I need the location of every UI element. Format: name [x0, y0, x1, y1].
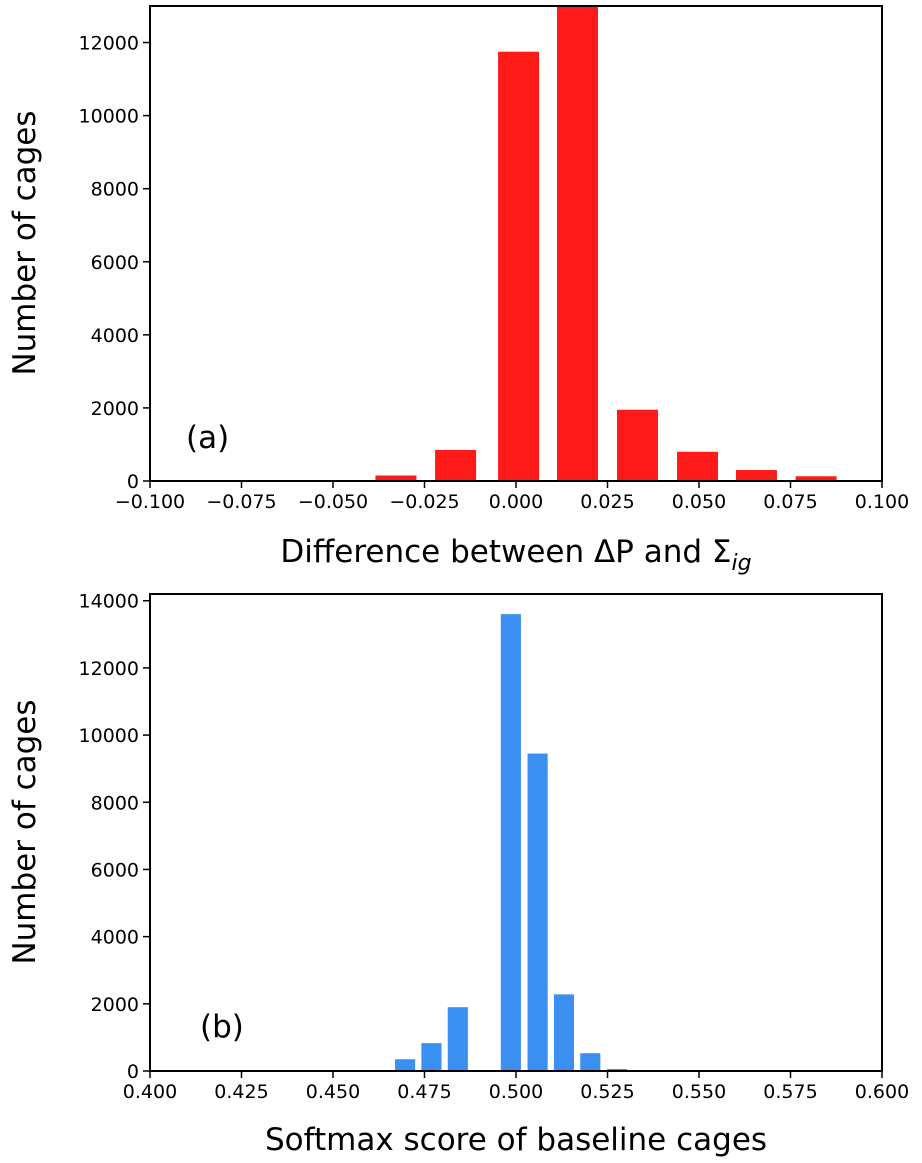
y-axis-label: Number of cages — [7, 699, 43, 964]
x-axis-label-text: Difference between ΔP and Σ — [280, 534, 731, 570]
x-tick-label: 0.075 — [763, 491, 817, 513]
x-tick-label: −0.100 — [115, 491, 185, 513]
x-tick-label: 0.475 — [397, 1081, 451, 1103]
y-tick-label: 12000 — [79, 658, 139, 680]
y-tick-label: 6000 — [91, 859, 139, 881]
histogram-bar — [447, 1007, 468, 1071]
x-tick-label: 0.450 — [306, 1081, 360, 1103]
x-tick-label: −0.075 — [206, 491, 276, 513]
histogram-bar — [435, 449, 477, 481]
histogram-bar — [677, 451, 719, 481]
histogram-bar — [421, 1043, 442, 1071]
y-tick-label: 6000 — [91, 252, 139, 274]
histogram-bar — [553, 994, 575, 1071]
y-tick-label: 4000 — [91, 325, 139, 347]
panel-label: (b) — [200, 1009, 244, 1045]
y-tick-label: 12000 — [79, 33, 139, 55]
x-tick-label: 0.100 — [855, 491, 909, 513]
histogram-bar — [500, 614, 521, 1071]
y-tick-label: 4000 — [91, 927, 139, 949]
panel-b-histogram: 0.400 0.425 0.450 0.475 0.500 0.525 0.550 0.575… — [7, 591, 909, 1158]
x-axis-label: Softmax score of baseline cages — [265, 1122, 767, 1158]
y-tick-label: 14000 — [79, 591, 139, 613]
histogram-bar — [556, 6, 598, 481]
histogram-bar — [498, 51, 540, 482]
x-tick-label: 0.525 — [580, 1081, 634, 1103]
x-tick-label: 0.575 — [763, 1081, 817, 1103]
x-axis-label: Difference between ΔP and Σig — [280, 534, 751, 576]
y-tick-label: 0 — [127, 471, 139, 493]
panel-label: (a) — [186, 420, 229, 456]
x-tick-label: 0.550 — [672, 1081, 726, 1103]
histogram-bar — [375, 475, 417, 481]
y-tick-label: 10000 — [79, 725, 139, 747]
y-tick-label: 10000 — [79, 106, 139, 128]
y-axis-label: Number of cages — [7, 110, 43, 375]
histogram-bar — [795, 476, 837, 481]
y-tick-label: 2000 — [91, 398, 139, 420]
histogram-bar — [606, 1068, 628, 1071]
histogram-bar — [395, 1059, 416, 1071]
histogram-bar — [735, 470, 777, 481]
panel-a-histogram: −0.100 −0.075 −0.050 −0.025 0.000 0.025 0.050 0… — [7, 5, 909, 576]
x-tick-label: −0.050 — [298, 491, 368, 513]
x-axis-label-text: Softmax score of baseline cages — [265, 1122, 767, 1158]
x-tick-label: 0.400 — [123, 1081, 177, 1103]
y-tick-label: 8000 — [91, 179, 139, 201]
y-tick-label: 8000 — [91, 792, 139, 814]
histogram-bar — [580, 1053, 601, 1071]
y-tick-label: 0 — [127, 1061, 139, 1083]
x-tick-label: 0.500 — [489, 1081, 543, 1103]
y-tick-label: 2000 — [91, 994, 139, 1016]
x-tick-label: −0.025 — [389, 491, 459, 513]
x-axis-label-subscript: ig — [732, 551, 752, 576]
histogram-bar — [527, 753, 548, 1071]
x-tick-label: 0.600 — [855, 1081, 909, 1103]
x-tick-label: 0.025 — [580, 491, 634, 513]
x-tick-label: 0.000 — [489, 491, 543, 513]
histogram-bar — [617, 409, 659, 481]
x-tick-label: 0.050 — [672, 491, 726, 513]
x-tick-label: 0.425 — [214, 1081, 268, 1103]
